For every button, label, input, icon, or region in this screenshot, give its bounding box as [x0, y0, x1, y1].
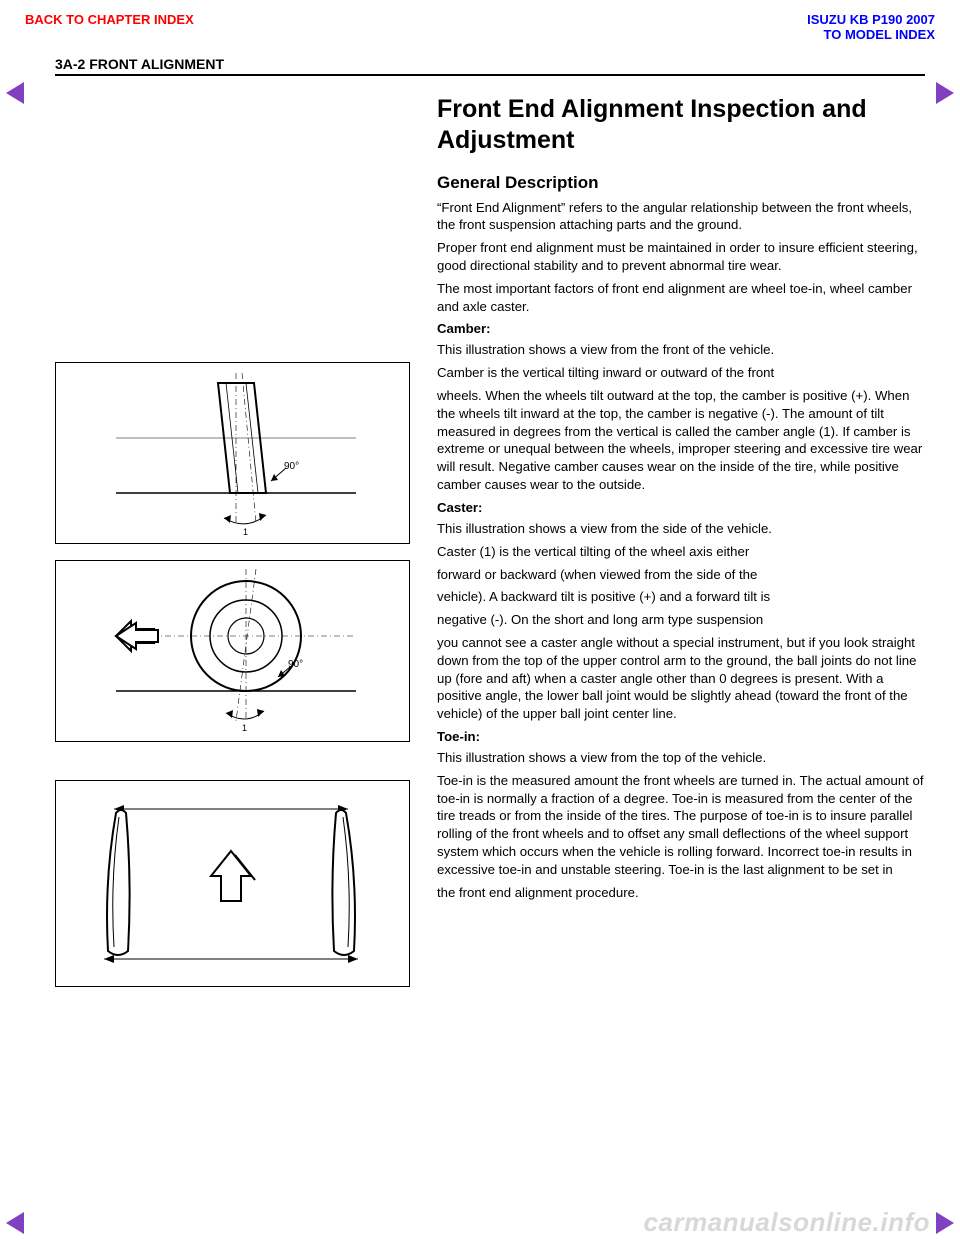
prev-page-arrow-bottom-icon[interactable] [6, 1212, 24, 1234]
model-index-link[interactable]: TO MODEL INDEX [807, 27, 935, 42]
direction-up-arrow-icon [211, 851, 255, 901]
toein-p1: This illustration shows a view from the … [437, 749, 925, 767]
prev-page-arrow-icon[interactable] [6, 82, 24, 104]
toein-label: Toe-in: [437, 729, 925, 744]
caster-figure: 90° 1 [55, 560, 410, 742]
text-column: Front End Alignment Inspection and Adjus… [425, 86, 925, 1003]
intro-p2: Proper front end alignment must be maint… [437, 239, 925, 275]
camber-p2: Camber is the vertical tilting inward or… [437, 364, 925, 382]
intro-p3: The most important factors of front end … [437, 280, 925, 316]
section-header: 3A-2 FRONT ALIGNMENT [55, 56, 925, 76]
watermark-text: carmanualsonline.info [644, 1207, 930, 1238]
figures-column: 90° 1 [55, 86, 425, 1003]
caster-p2: Caster (1) is the vertical tilting of th… [437, 543, 925, 561]
caster-p6: you cannot see a caster angle without a … [437, 634, 925, 723]
camber-p3: wheels. When the wheels tilt outward at … [437, 387, 925, 494]
caster-p1: This illustration shows a view from the … [437, 520, 925, 538]
general-description-heading: General Description [437, 173, 925, 193]
intro-p1: “Front End Alignment” refers to the angu… [437, 199, 925, 235]
direction-arrow-icon [116, 621, 158, 651]
camber-axis-label: 1 [243, 527, 248, 537]
camber-label: Camber: [437, 321, 925, 336]
page-title: Front End Alignment Inspection and Adjus… [437, 94, 925, 157]
camber-p1: This illustration shows a view from the … [437, 341, 925, 359]
camber-angle-text: 90° [284, 461, 299, 472]
caster-angle-text: 90° [288, 659, 303, 670]
toein-figure [55, 780, 410, 987]
caster-p5: negative (-). On the short and long arm … [437, 611, 925, 629]
model-links: ISUZU KB P190 2007 TO MODEL INDEX [807, 12, 935, 42]
toein-p3: the front end alignment procedure. [437, 884, 925, 902]
top-navigation: BACK TO CHAPTER INDEX ISUZU KB P190 2007… [0, 0, 960, 46]
caster-p3: forward or backward (when viewed from th… [437, 566, 925, 584]
caster-p4: vehicle). A backward tilt is positive (+… [437, 588, 925, 606]
model-title-link[interactable]: ISUZU KB P190 2007 [807, 12, 935, 27]
caster-axis-label: 1 [242, 723, 247, 733]
next-page-arrow-icon[interactable] [936, 82, 954, 104]
back-to-chapter-link[interactable]: BACK TO CHAPTER INDEX [25, 12, 194, 42]
next-page-arrow-bottom-icon[interactable] [936, 1212, 954, 1234]
caster-label: Caster: [437, 500, 925, 515]
toein-p2: Toe-in is the measured amount the front … [437, 772, 925, 879]
camber-figure: 90° 1 [55, 362, 410, 544]
